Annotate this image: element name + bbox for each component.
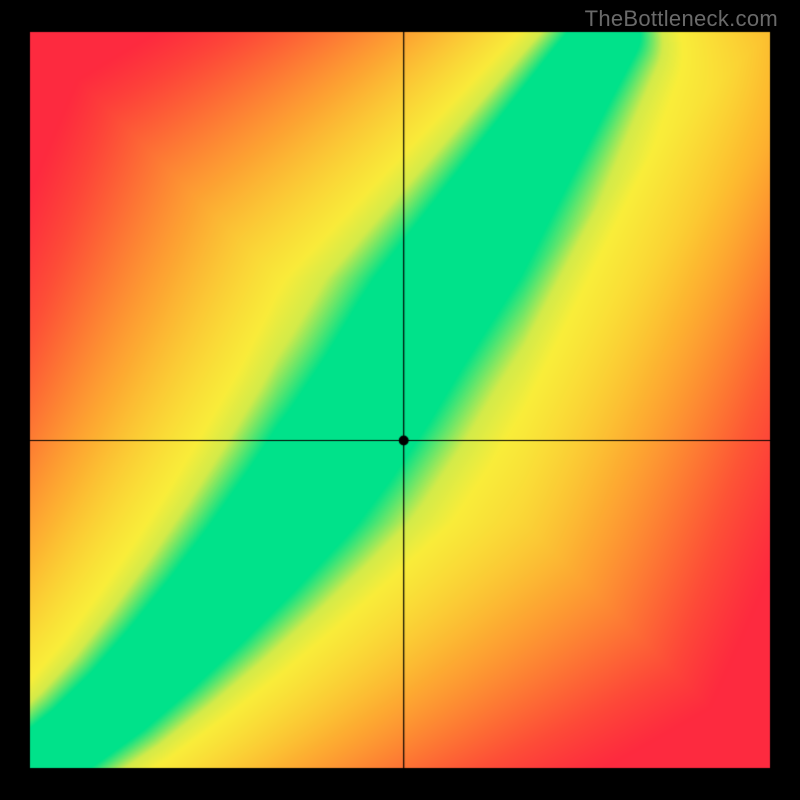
heatmap-plot [0,0,800,800]
heatmap-canvas [0,0,800,800]
watermark-text: TheBottleneck.com [585,6,778,32]
